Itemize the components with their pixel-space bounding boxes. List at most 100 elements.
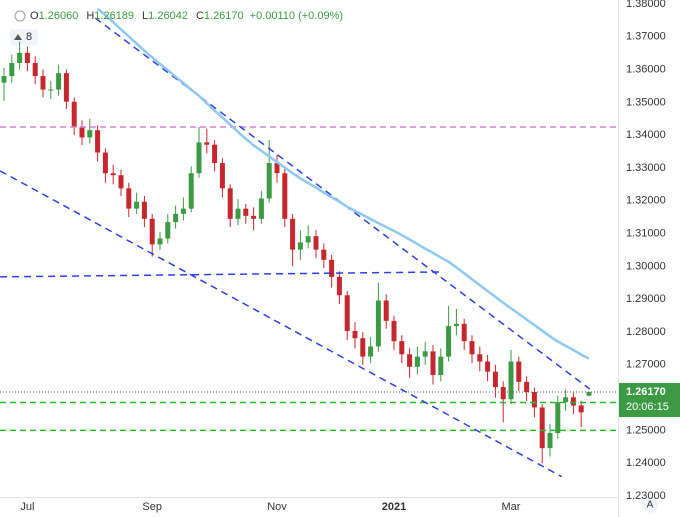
ohlc-key: H	[86, 10, 94, 22]
candle-body	[212, 144, 218, 164]
x-tick-label: Mar	[502, 501, 521, 513]
plot	[1, 41, 592, 464]
candle-body	[126, 188, 132, 209]
candle-body	[563, 397, 569, 403]
y-tick-label: 1.29000	[626, 293, 666, 305]
last-price-label: 1.26170	[626, 386, 666, 398]
candle-body	[407, 354, 413, 367]
y-tick-label: 1.25000	[626, 424, 666, 436]
candle-body	[48, 89, 54, 91]
overlays	[0, 7, 618, 478]
countdown: 20:06:15	[626, 401, 669, 413]
candle-body	[157, 238, 163, 245]
auto-scale-button[interactable]	[642, 497, 658, 513]
ohlc-key: C	[196, 10, 204, 22]
y-tick-label: 1.28000	[626, 326, 666, 338]
x-tick-label: 2021	[382, 501, 406, 513]
auto-scale-label: A	[647, 500, 654, 511]
x-tick-label: Nov	[267, 501, 287, 513]
candle-body	[258, 198, 264, 219]
ohlc-value: 1.26189	[94, 10, 134, 22]
candle-body	[375, 300, 381, 347]
candle-body	[204, 142, 210, 145]
ohlc-value: 1.26042	[148, 10, 188, 22]
candle-body	[352, 331, 358, 339]
candle-body	[149, 218, 155, 245]
candle-body	[391, 320, 397, 342]
candle-body	[118, 175, 124, 189]
candle-body	[321, 249, 327, 260]
last-price-box	[619, 383, 680, 418]
candle-body	[438, 356, 444, 375]
y-tick-label: 1.32000	[626, 195, 666, 207]
candle-body	[531, 392, 537, 408]
candle-body	[485, 361, 491, 372]
candle-body	[87, 130, 93, 138]
candle-body	[469, 341, 475, 355]
ohlc-key: O	[30, 10, 39, 22]
candle-body	[134, 201, 140, 209]
candle-body	[430, 351, 436, 375]
x-tick-label: Jul	[20, 501, 34, 513]
y-tick-label: 1.38000	[626, 0, 666, 10]
candle-body	[188, 173, 194, 209]
candle-body	[196, 142, 202, 174]
candle-body	[555, 402, 561, 434]
candle-body	[251, 215, 257, 219]
candle-body	[17, 52, 23, 63]
ohlc-header: O1.26060 H1.26189 L1.26042 C1.26170 +0.00110…	[30, 10, 343, 22]
y-tick-label: 1.30000	[626, 260, 666, 272]
candle-body	[266, 163, 272, 199]
candle-body	[446, 326, 452, 357]
candle-body	[227, 188, 233, 219]
candle-body	[570, 397, 576, 406]
candle-body	[165, 222, 171, 239]
candle-body	[141, 201, 147, 219]
symbol-icon	[14, 10, 26, 22]
candle-body	[305, 236, 311, 243]
y-tick-label: 1.35000	[626, 96, 666, 108]
candle-body	[282, 173, 288, 219]
candle-body	[477, 354, 483, 362]
candle-body	[336, 276, 342, 296]
candle-body	[102, 152, 108, 174]
y-tick-label: 1.23000	[626, 490, 666, 502]
candle-body	[32, 62, 38, 77]
ohlc-change: +0.00110 (+0.09%)	[250, 10, 343, 22]
y-tick-label: 1.33000	[626, 162, 666, 174]
candle-body	[219, 163, 225, 189]
candle-body	[297, 242, 303, 250]
candle-body	[422, 351, 428, 357]
candle-body	[173, 213, 179, 223]
candle-body	[414, 356, 420, 367]
y-tick-label: 1.34000	[626, 129, 666, 141]
candle-body	[524, 381, 530, 393]
badge: 8	[26, 31, 32, 43]
candle-body	[71, 101, 77, 128]
candle-body	[539, 407, 545, 449]
candle-body	[95, 130, 101, 153]
trendline	[0, 271, 441, 278]
candle-body	[500, 387, 506, 400]
candle-body	[56, 73, 62, 90]
badge-icon	[14, 34, 22, 40]
ohlc-value: 1.26170	[204, 10, 244, 22]
ohlc-value: 1.26060	[39, 10, 79, 22]
moving-average	[96, 7, 590, 360]
y-tick-label: 1.37000	[626, 31, 666, 43]
candle-body	[24, 52, 30, 63]
candle-body	[329, 259, 335, 277]
candle-body	[9, 62, 15, 77]
y-tick-label: 1.36000	[626, 63, 666, 75]
candle-body	[290, 218, 296, 250]
candle-body	[461, 323, 467, 342]
candle-body	[180, 208, 186, 214]
candle-body	[586, 392, 592, 396]
candle-body	[1, 76, 7, 83]
y-tick-label: 1.24000	[626, 457, 666, 469]
badge-box[interactable]	[10, 29, 38, 45]
candle-body	[578, 405, 584, 413]
candle-body	[79, 127, 85, 138]
